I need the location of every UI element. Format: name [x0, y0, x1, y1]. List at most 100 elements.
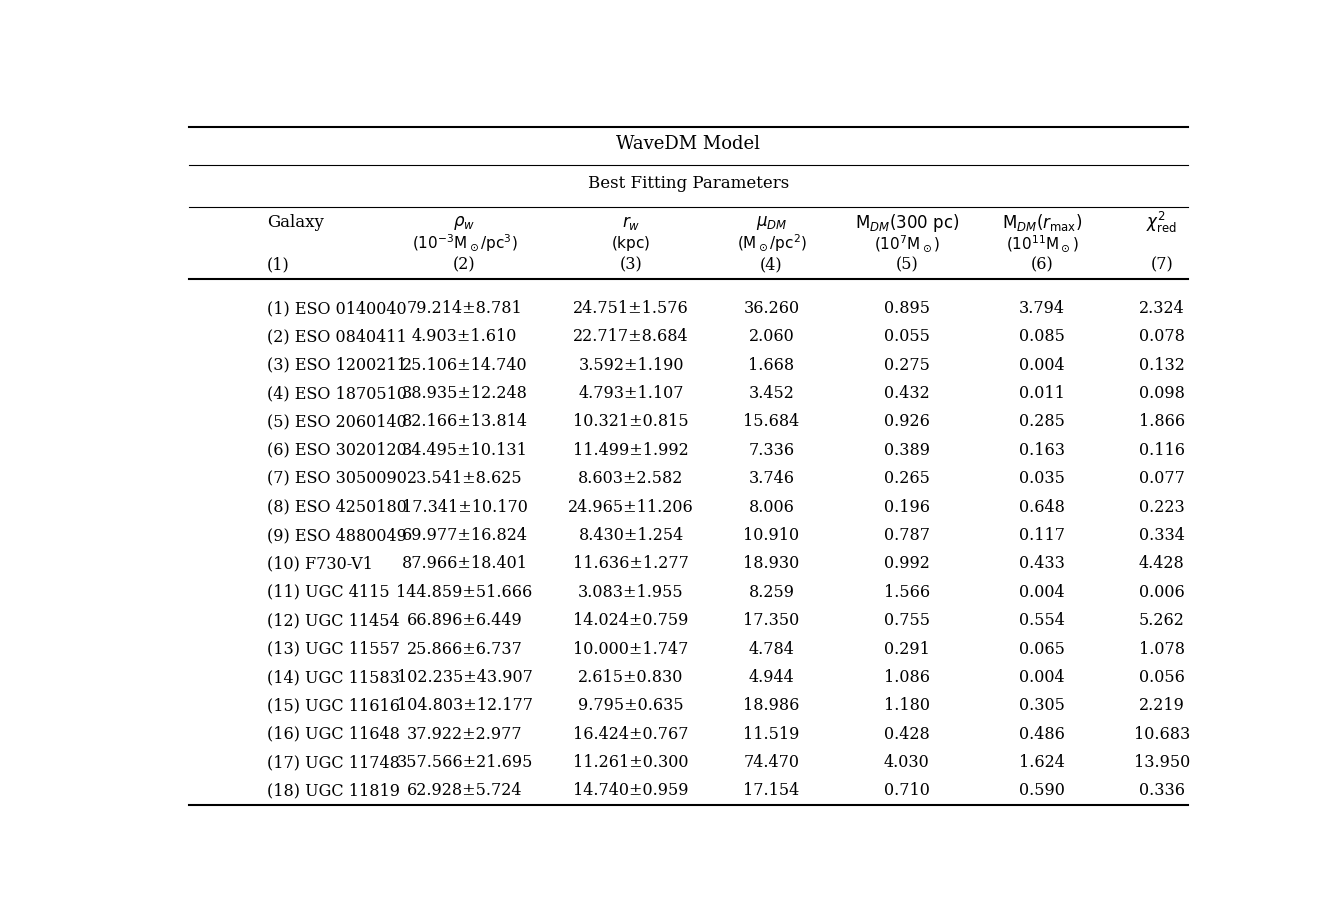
- Text: 0.163: 0.163: [1019, 442, 1065, 459]
- Text: 0.004: 0.004: [1019, 357, 1065, 374]
- Text: $(10^7\mathrm{M}_\odot)$: $(10^7\mathrm{M}_\odot)$: [874, 233, 940, 254]
- Text: 3.083±1.955: 3.083±1.955: [579, 584, 684, 601]
- Text: 0.006: 0.006: [1139, 584, 1185, 601]
- Text: 144.859±51.666: 144.859±51.666: [396, 584, 533, 601]
- Text: 1.180: 1.180: [884, 698, 929, 714]
- Text: (13) UGC 11557: (13) UGC 11557: [267, 641, 400, 658]
- Text: 8.603±2.582: 8.603±2.582: [579, 471, 684, 487]
- Text: 3.794: 3.794: [1019, 300, 1065, 317]
- Text: (11) UGC 4115: (11) UGC 4115: [267, 584, 389, 601]
- Text: 69.977±16.824: 69.977±16.824: [402, 527, 528, 544]
- Text: $(\mathrm{kpc})$: $(\mathrm{kpc})$: [611, 233, 651, 253]
- Text: 38.935±12.248: 38.935±12.248: [402, 385, 528, 403]
- Text: 102.235±43.907: 102.235±43.907: [396, 669, 532, 686]
- Text: 14.024±0.759: 14.024±0.759: [573, 612, 689, 630]
- Text: 5.262: 5.262: [1139, 612, 1185, 630]
- Text: 22.717±8.684: 22.717±8.684: [573, 328, 689, 346]
- Text: 3.746: 3.746: [748, 471, 795, 487]
- Text: 25.866±6.737: 25.866±6.737: [407, 641, 522, 658]
- Text: 11.519: 11.519: [744, 726, 799, 743]
- Text: 0.895: 0.895: [884, 300, 929, 317]
- Text: 0.004: 0.004: [1019, 669, 1065, 686]
- Text: 9.795±0.635: 9.795±0.635: [579, 698, 684, 714]
- Text: 8.259: 8.259: [748, 584, 795, 601]
- Text: $\chi^2_{\mathrm{red}}$: $\chi^2_{\mathrm{red}}$: [1147, 210, 1178, 235]
- Text: 17.350: 17.350: [744, 612, 799, 630]
- Text: (1) ESO 0140040: (1) ESO 0140040: [267, 300, 407, 317]
- Text: 17.154: 17.154: [744, 782, 799, 800]
- Text: 0.926: 0.926: [884, 414, 929, 430]
- Text: 10.683: 10.683: [1133, 726, 1190, 743]
- Text: 8.006: 8.006: [748, 499, 795, 516]
- Text: 10.910: 10.910: [744, 527, 799, 544]
- Text: 2.615±0.830: 2.615±0.830: [579, 669, 684, 686]
- Text: 0.305: 0.305: [1019, 698, 1065, 714]
- Text: 11.499±1.992: 11.499±1.992: [573, 442, 689, 459]
- Text: (6): (6): [1031, 256, 1053, 274]
- Text: 1.086: 1.086: [884, 669, 929, 686]
- Text: $\rho_w$: $\rho_w$: [454, 214, 475, 232]
- Text: $r_w$: $r_w$: [622, 214, 641, 232]
- Text: 87.966±18.401: 87.966±18.401: [402, 555, 528, 573]
- Text: $\mathrm{M}_{DM}(300\ \mathrm{pc})$: $\mathrm{M}_{DM}(300\ \mathrm{pc})$: [854, 211, 959, 233]
- Text: (5): (5): [896, 256, 919, 274]
- Text: 0.098: 0.098: [1139, 385, 1185, 403]
- Text: 23.541±8.625: 23.541±8.625: [407, 471, 522, 487]
- Text: 0.755: 0.755: [884, 612, 929, 630]
- Text: 8.430±1.254: 8.430±1.254: [579, 527, 684, 544]
- Text: 62.928±5.724: 62.928±5.724: [407, 782, 522, 800]
- Text: $(\mathrm{M}_\odot/\mathrm{pc}^2)$: $(\mathrm{M}_\odot/\mathrm{pc}^2)$: [736, 233, 807, 254]
- Text: 1.566: 1.566: [884, 584, 929, 601]
- Text: (3) ESO 1200211: (3) ESO 1200211: [267, 357, 407, 374]
- Text: 2.219: 2.219: [1139, 698, 1185, 714]
- Text: Galaxy: Galaxy: [267, 214, 324, 232]
- Text: 0.085: 0.085: [1019, 328, 1065, 346]
- Text: (12) UGC 11454: (12) UGC 11454: [267, 612, 399, 630]
- Text: 4.030: 4.030: [884, 754, 929, 771]
- Text: 104.803±12.177: 104.803±12.177: [396, 698, 533, 714]
- Text: 3.592±1.190: 3.592±1.190: [579, 357, 684, 374]
- Text: 0.056: 0.056: [1139, 669, 1185, 686]
- Text: 10.000±1.747: 10.000±1.747: [573, 641, 689, 658]
- Text: 82.166±13.814: 82.166±13.814: [402, 414, 528, 430]
- Text: (9) ESO 4880049: (9) ESO 4880049: [267, 527, 407, 544]
- Text: 25.106±14.740: 25.106±14.740: [402, 357, 528, 374]
- Text: 36.260: 36.260: [744, 300, 799, 317]
- Text: WaveDM Model: WaveDM Model: [616, 135, 760, 153]
- Text: 34.495±10.131: 34.495±10.131: [402, 442, 528, 459]
- Text: 0.389: 0.389: [884, 442, 929, 459]
- Text: (8) ESO 4250180: (8) ESO 4250180: [267, 499, 407, 516]
- Text: 11.261±0.300: 11.261±0.300: [573, 754, 689, 771]
- Text: 0.004: 0.004: [1019, 584, 1065, 601]
- Text: 0.432: 0.432: [884, 385, 929, 403]
- Text: 1.624: 1.624: [1019, 754, 1065, 771]
- Text: 3.452: 3.452: [748, 385, 795, 403]
- Text: (7): (7): [1151, 256, 1174, 274]
- Text: 357.566±21.695: 357.566±21.695: [396, 754, 533, 771]
- Text: $(10^{-3}\mathrm{M}_\odot/\mathrm{pc}^3)$: $(10^{-3}\mathrm{M}_\odot/\mathrm{pc}^3)…: [412, 233, 517, 254]
- Text: 0.116: 0.116: [1139, 442, 1185, 459]
- Text: 2.060: 2.060: [748, 328, 795, 346]
- Text: 2.324: 2.324: [1139, 300, 1185, 317]
- Text: 0.336: 0.336: [1139, 782, 1185, 800]
- Text: 10.321±0.815: 10.321±0.815: [573, 414, 689, 430]
- Text: Best Fitting Parameters: Best Fitting Parameters: [588, 175, 788, 192]
- Text: 74.470: 74.470: [744, 754, 799, 771]
- Text: 0.077: 0.077: [1139, 471, 1185, 487]
- Text: (4) ESO 1870510: (4) ESO 1870510: [267, 385, 407, 403]
- Text: (2) ESO 0840411: (2) ESO 0840411: [267, 328, 407, 346]
- Text: 14.740±0.959: 14.740±0.959: [573, 782, 689, 800]
- Text: $\mathrm{M}_{DM}(r_{\mathrm{max}})$: $\mathrm{M}_{DM}(r_{\mathrm{max}})$: [1002, 212, 1082, 233]
- Text: 0.117: 0.117: [1019, 527, 1065, 544]
- Text: $(10^{11}\mathrm{M}_\odot)$: $(10^{11}\mathrm{M}_\odot)$: [1006, 233, 1078, 254]
- Text: 4.944: 4.944: [748, 669, 795, 686]
- Text: 4.428: 4.428: [1139, 555, 1185, 573]
- Text: 16.424±0.767: 16.424±0.767: [573, 726, 689, 743]
- Text: (15) UGC 11616: (15) UGC 11616: [267, 698, 400, 714]
- Text: 18.930: 18.930: [744, 555, 799, 573]
- Text: (2): (2): [453, 256, 475, 274]
- Text: 0.223: 0.223: [1139, 499, 1185, 516]
- Text: 0.334: 0.334: [1139, 527, 1185, 544]
- Text: 7.336: 7.336: [748, 442, 795, 459]
- Text: 0.787: 0.787: [884, 527, 929, 544]
